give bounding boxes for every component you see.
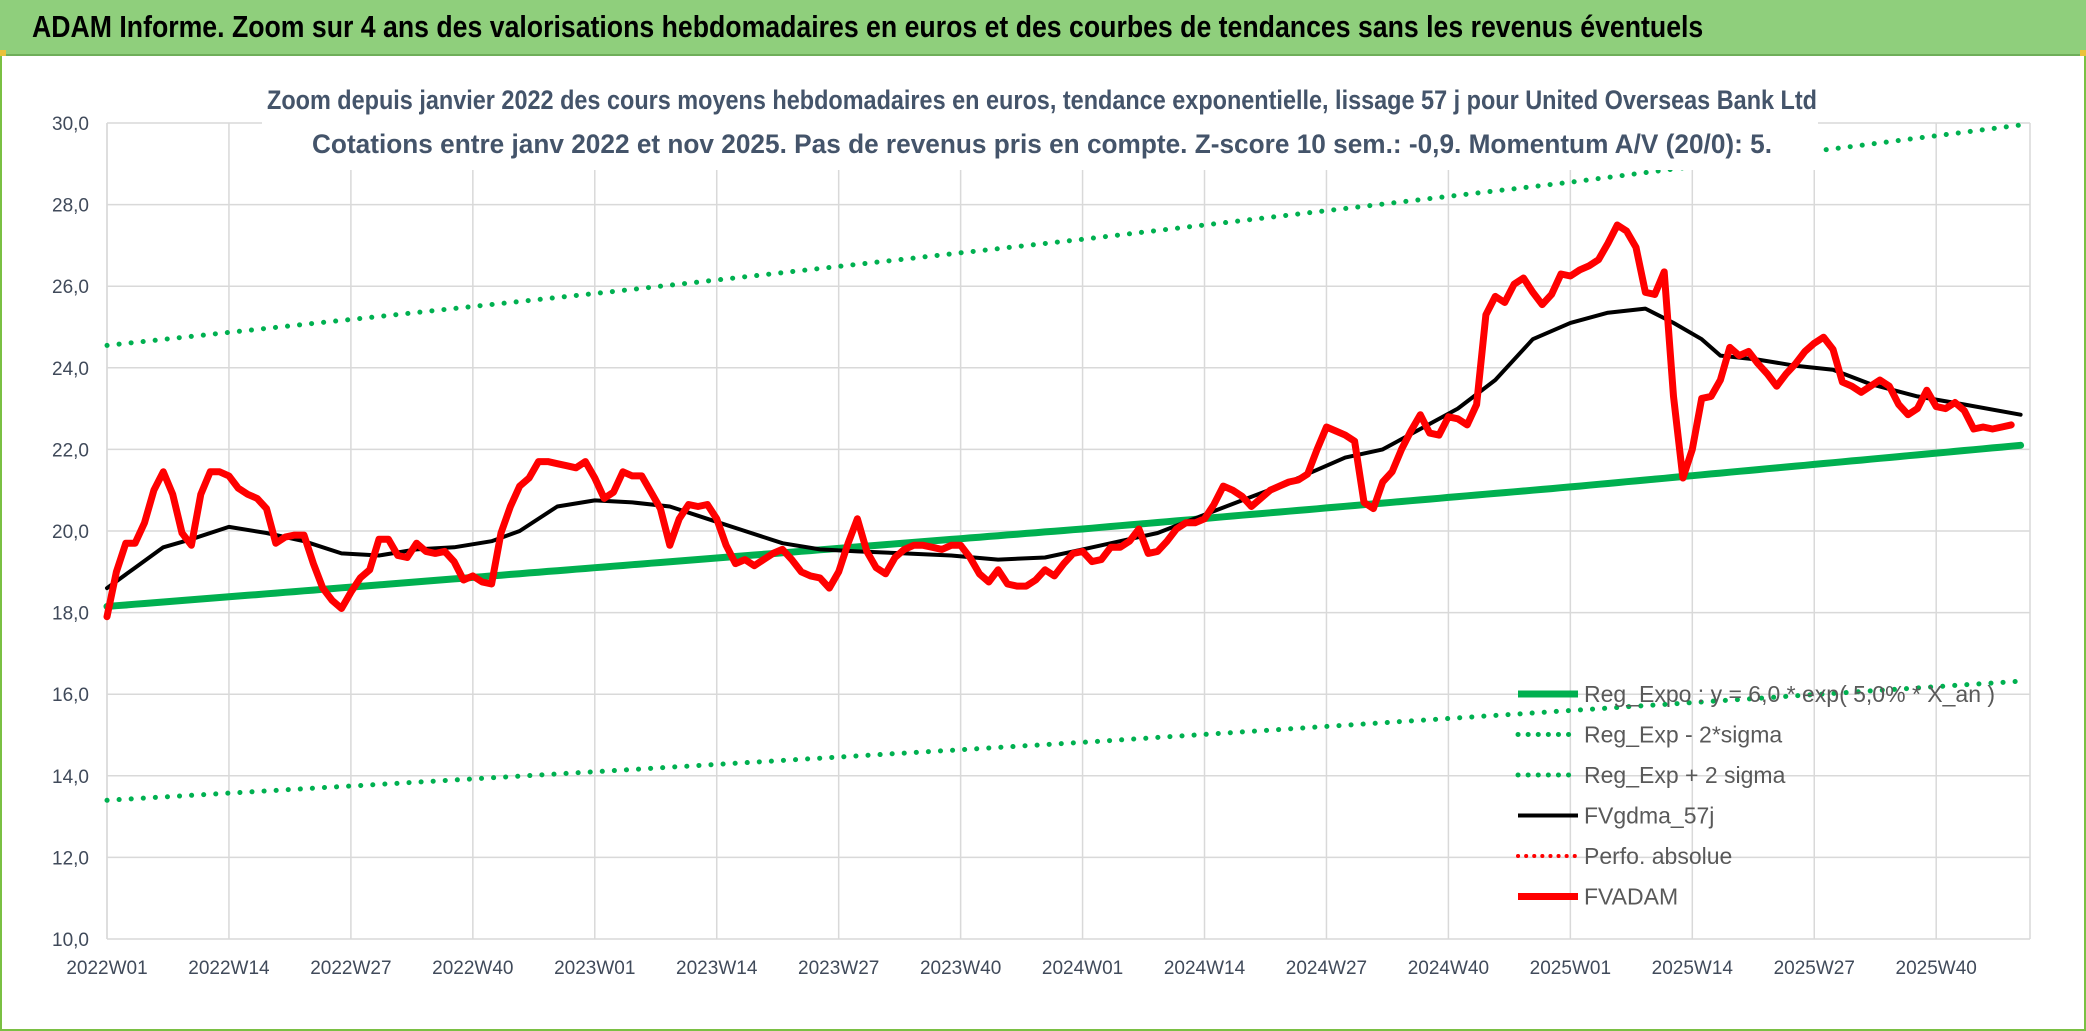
- x-tick-label: 2022W40: [432, 958, 513, 979]
- banner-corner-right: [2080, 50, 2086, 56]
- title-background: [262, 78, 1818, 170]
- x-tick-label: 2023W14: [676, 958, 758, 979]
- y-tick-label: 20,0: [52, 522, 89, 543]
- y-tick-label: 16,0: [52, 685, 89, 706]
- y-tick-label: 26,0: [52, 277, 89, 298]
- x-tick-label: 2022W27: [310, 958, 391, 979]
- x-axis-labels: 2022W01 2022W14 2022W27 2022W40 2023W01 2023W…: [66, 958, 1977, 979]
- chart-title-line1: Zoom depuis janvier 2022 des cours moyen…: [267, 85, 1817, 115]
- x-tick-label: 2024W27: [1286, 958, 1367, 979]
- y-tick-label: 14,0: [52, 767, 89, 788]
- series-reg-expo: [103, 441, 2025, 610]
- y-tick-label: 18,0: [52, 604, 89, 625]
- y-axis-labels: 10,0 12,0 14,0 16,0 18,0 20,0 22,0 24,0 26,0 28,0…: [52, 114, 89, 951]
- chart-title-line2: Cotations entre janv 2022 et nov 2025. P…: [312, 129, 1772, 159]
- legend-label: Reg_Exp - 2*sigma: [1584, 722, 1782, 748]
- x-tick-label: 2022W14: [188, 958, 270, 979]
- x-tick-label: 2024W14: [1164, 958, 1246, 979]
- x-tick-label: 2025W40: [1896, 958, 1977, 979]
- y-tick-label: 22,0: [52, 440, 89, 461]
- legend-label: Perfo. absolue: [1584, 843, 1732, 869]
- y-tick-label: 28,0: [52, 196, 89, 217]
- series-reg-exp: [104, 678, 2024, 803]
- x-tick-label: 2024W40: [1408, 958, 1489, 979]
- legend-label: Reg_Exp + 2 sigma: [1584, 762, 1786, 788]
- x-tick-label: 2025W27: [1774, 958, 1855, 979]
- y-tick-label: 24,0: [52, 359, 89, 380]
- x-tick-label: 2024W01: [1042, 958, 1123, 979]
- series-lines: [103, 122, 2025, 803]
- legend-label: FVADAM: [1584, 884, 1678, 910]
- banner-corner-left: [0, 50, 6, 56]
- x-tick-label: 2023W01: [554, 958, 635, 979]
- x-tick-label: 2025W01: [1530, 958, 1611, 979]
- legend-label: FVgdma_57j: [1584, 803, 1714, 829]
- x-tick-label: 2025W14: [1652, 958, 1734, 979]
- report-banner: ADAM Informe. Zoom sur 4 ans des valoris…: [0, 0, 2086, 56]
- series-fvadam: [103, 221, 2015, 621]
- y-tick-label: 10,0: [52, 930, 89, 951]
- legend-label: Reg_Expo : y = 6,0 * exp( 5,0% * X_an ): [1584, 681, 1995, 707]
- x-tick-label: 2023W27: [798, 958, 879, 979]
- report-title: ADAM Informe. Zoom sur 4 ans des valoris…: [32, 9, 1704, 44]
- x-tick-label: 2022W01: [66, 958, 147, 979]
- x-tick-label: 2023W40: [920, 958, 1001, 979]
- legend: Reg_Expo : y = 6,0 * exp( 5,0% * X_an ) R…: [1515, 681, 1995, 910]
- y-tick-label: 12,0: [52, 848, 89, 869]
- y-tick-label: 30,0: [52, 114, 89, 135]
